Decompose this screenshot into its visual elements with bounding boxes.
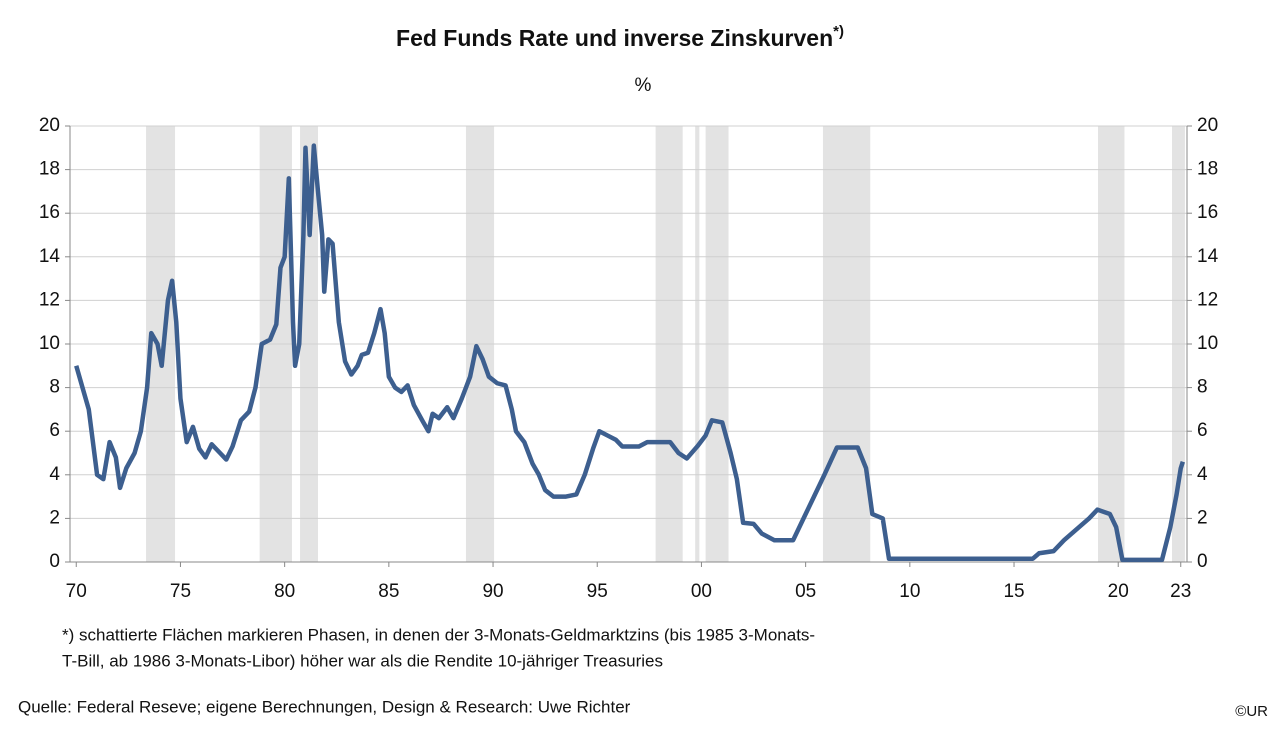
y2-tick-label: 2	[1197, 507, 1208, 528]
x-tick-label: 90	[482, 581, 503, 602]
y-tick-label: 14	[39, 246, 61, 267]
y2-tick-label: 16	[1197, 202, 1218, 223]
x-tick-label: 70	[66, 581, 87, 602]
x-tick-label: 23	[1170, 581, 1191, 602]
y2-tick-label: 4	[1197, 464, 1208, 485]
y2-tick-label: 10	[1197, 333, 1218, 354]
y-tick-label: 20	[39, 115, 60, 136]
y-tick-label: 0	[49, 551, 60, 572]
source: Quelle: Federal Reseve; eigene Berechnun…	[18, 697, 631, 716]
y-tick-label: 12	[39, 289, 60, 310]
subtitle: %	[635, 75, 652, 96]
y2-tick-label: 8	[1197, 377, 1208, 398]
x-tick-label: 75	[170, 581, 191, 602]
y2-tick-label: 0	[1197, 551, 1208, 572]
chart-title: Fed Funds Rate und inverse Zinskurven*)	[396, 23, 844, 51]
footnote: *) schattierte Flächen markieren Phasen,…	[62, 625, 815, 644]
y-tick-label: 4	[49, 464, 60, 485]
y-tick-label: 8	[49, 377, 60, 398]
y2-tick-label: 20	[1197, 115, 1218, 136]
x-tick-label: 95	[587, 581, 608, 602]
x-tick-label: 85	[378, 581, 399, 602]
copyright: ©UR	[1235, 703, 1268, 720]
y2-tick-label: 12	[1197, 289, 1218, 310]
x-tick-label: 10	[899, 581, 920, 602]
x-tick-label: 15	[1003, 581, 1024, 602]
x-tick-label: 80	[274, 581, 295, 602]
y-tick-label: 6	[49, 420, 60, 441]
series-line	[74, 143, 1185, 563]
y2-tick-label: 6	[1197, 420, 1208, 441]
y-tick-label: 2	[49, 507, 60, 528]
y-tick-label: 10	[39, 333, 60, 354]
x-tick-label: 05	[795, 581, 816, 602]
x-tick-label: 00	[691, 581, 712, 602]
y2-tick-label: 18	[1197, 159, 1218, 180]
title-text: Fed Funds Rate und inverse Zinskurven	[396, 25, 833, 51]
footnote: T-Bill, ab 1986 3-Monats-Libor) höher wa…	[62, 651, 663, 670]
y-tick-label: 18	[39, 159, 60, 180]
title-superscript: *)	[833, 23, 844, 40]
y-tick-label: 16	[39, 202, 60, 223]
y2-tick-label: 14	[1197, 246, 1219, 267]
x-tick-label: 20	[1108, 581, 1129, 602]
